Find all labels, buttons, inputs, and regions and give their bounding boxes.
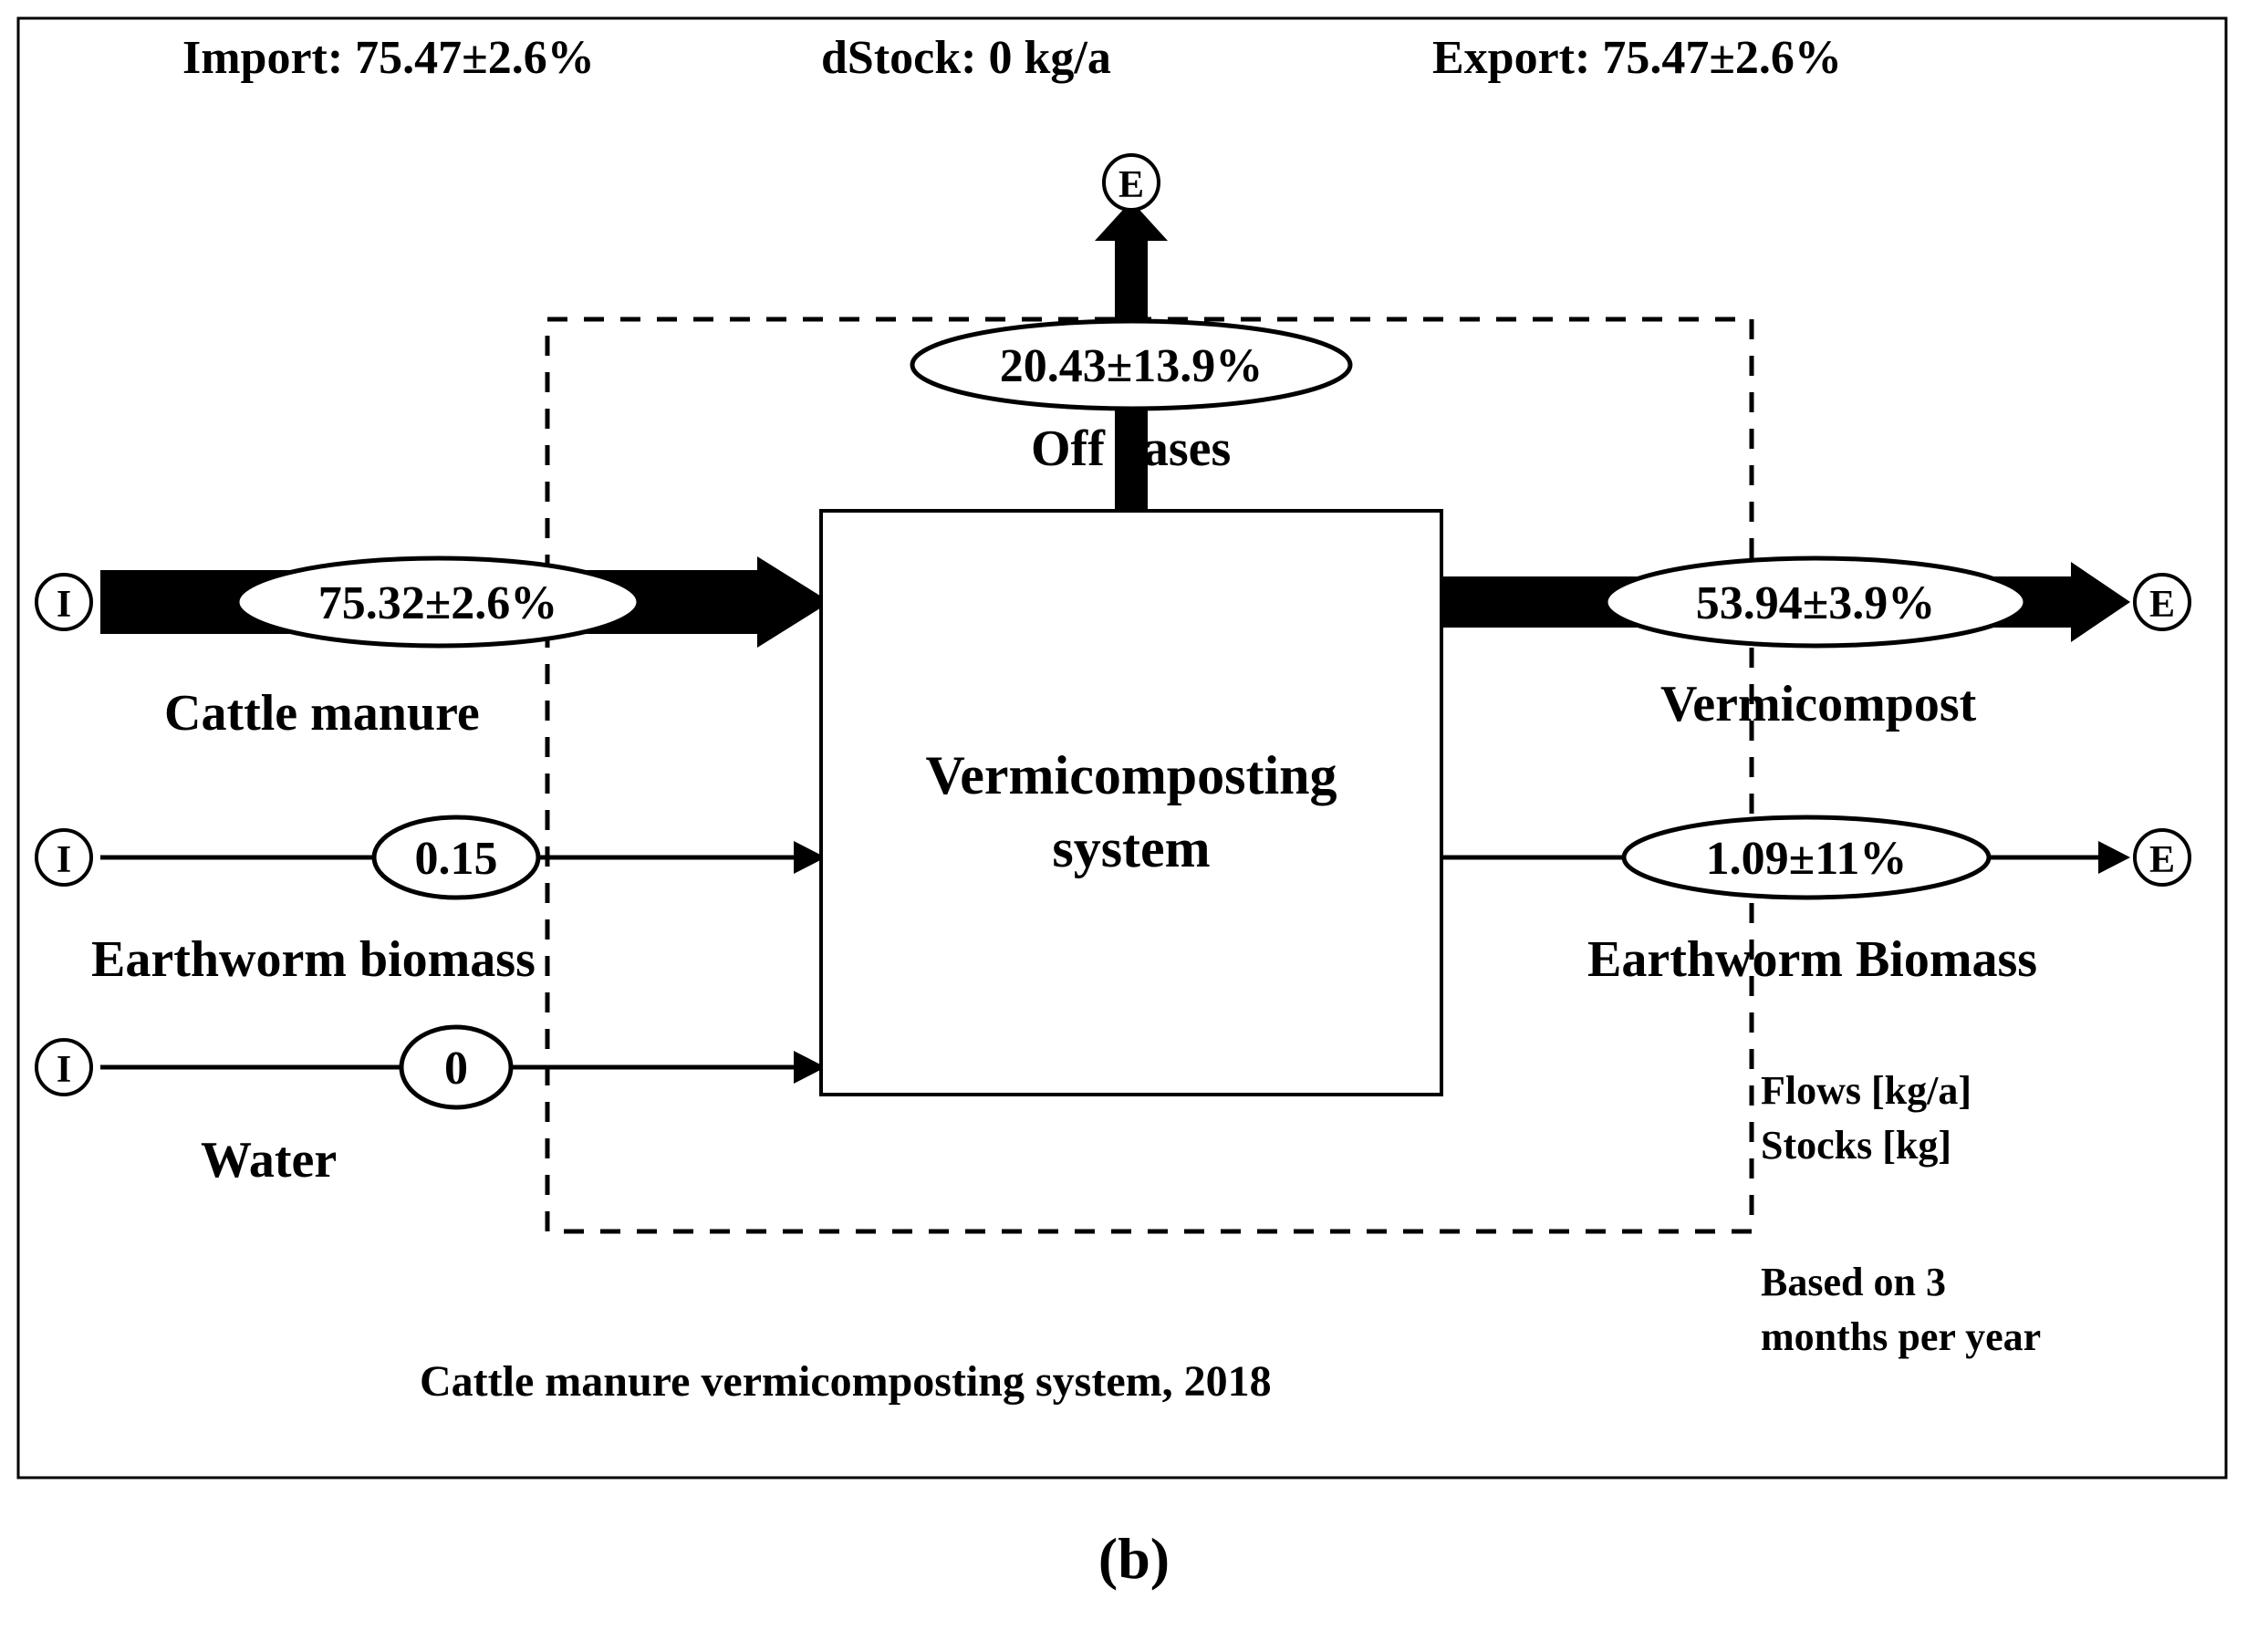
flow-earthworm-in: I 0.15 Earthworm biomass xyxy=(36,817,826,988)
earthworm-in-label: Earthworm biomass xyxy=(91,931,536,988)
legend-basis-2: months per year xyxy=(1761,1314,2041,1359)
earthworm-out-marker: E xyxy=(2149,839,2175,881)
diagram-caption: Cattle manure vermicomposting system, 20… xyxy=(420,1357,1272,1406)
earthworm-in-value: 0.15 xyxy=(415,833,498,885)
cattle-manure-label: Cattle manure xyxy=(164,685,480,742)
cattle-manure-value: 75.32±2.6% xyxy=(318,577,558,629)
header-import: Import: 75.47±2.6% xyxy=(182,32,595,84)
water-marker: I xyxy=(57,1049,71,1091)
water-label: Water xyxy=(201,1132,337,1189)
earthworm-in-marker: I xyxy=(57,839,71,881)
off-gases-marker: E xyxy=(1118,164,1144,206)
vermicompost-value: 53.94±3.9% xyxy=(1696,577,1936,629)
earthworm-out-label: Earthworm Biomass xyxy=(1587,931,2037,988)
water-value: 0 xyxy=(444,1043,468,1095)
flow-off-gases: 20.43±13.9% Off gases E xyxy=(912,155,1350,511)
off-gases-value: 20.43±13.9% xyxy=(1000,340,1264,392)
off-gases-label: Off gases xyxy=(1031,420,1231,477)
flow-cattle-manure: I 75.32±2.6% Cattle manure xyxy=(36,556,830,742)
vermicompost-label: Vermicompost xyxy=(1660,676,1977,732)
flow-water: I 0 Water xyxy=(36,1027,826,1189)
figure-container: Import: 75.47±2.6% dStock: 0 kg/a Export… xyxy=(0,0,2268,1630)
flow-vermicompost: 53.94±3.9% Vermicompost E xyxy=(1441,558,2190,732)
process-title-2: system xyxy=(1052,818,1210,878)
flow-earthworm-out: 1.09±11% Earthworm Biomass E xyxy=(1441,817,2190,988)
process-title-1: Vermicomposting xyxy=(925,745,1337,805)
legend-stocks: Stocks [kg] xyxy=(1761,1123,1951,1168)
diagram-svg: Import: 75.47±2.6% dStock: 0 kg/a Export… xyxy=(0,0,2268,1630)
earthworm-out-value: 1.09±11% xyxy=(1706,833,1908,885)
legend-basis-1: Based on 3 xyxy=(1761,1260,1946,1304)
header-dstock: dStock: 0 kg/a xyxy=(821,32,1111,84)
vermicompost-marker: E xyxy=(2149,584,2175,626)
header-export: Export: 75.47±2.6% xyxy=(1432,32,1842,84)
subfigure-label: (b) xyxy=(1098,1526,1170,1591)
legend-flows: Flows [kg/a] xyxy=(1761,1068,1971,1113)
cattle-manure-marker: I xyxy=(57,584,71,626)
